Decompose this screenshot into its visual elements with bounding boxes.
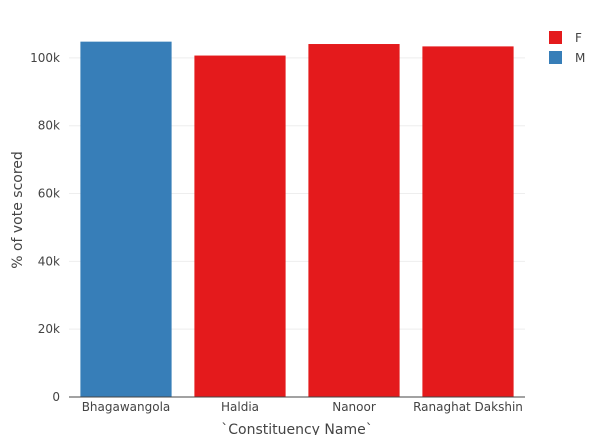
x-tick-labels: Bhagawangola Haldia Nanoor Ranaghat Dakshin xyxy=(82,400,523,414)
legend-item[interactable]: M xyxy=(549,51,585,65)
x-tick-label: Haldia xyxy=(221,400,259,414)
x-tick-label: Ranaghat Dakshin xyxy=(413,400,523,414)
x-axis-title: `Constituency Name` xyxy=(221,422,372,435)
y-tick-label: 20k xyxy=(38,322,60,336)
y-tick-labels: 0 20k 40k 60k 80k 100k xyxy=(30,51,60,404)
legend[interactable]: FM xyxy=(549,31,585,65)
y-tick-label: 80k xyxy=(38,119,60,133)
legend-item[interactable]: F xyxy=(549,31,582,45)
y-tick-label: 40k xyxy=(38,254,60,268)
y-tick-label: 60k xyxy=(38,187,60,201)
y-axis-title: % of vote scored xyxy=(10,151,26,269)
bar[interactable] xyxy=(80,41,172,397)
legend-swatch xyxy=(549,31,562,44)
bar[interactable] xyxy=(308,44,400,397)
y-tick-label: 0 xyxy=(52,390,60,404)
bar-layer xyxy=(80,41,514,398)
legend-swatch xyxy=(549,51,562,64)
x-tick-label: Bhagawangola xyxy=(82,400,171,414)
bar[interactable] xyxy=(194,55,286,398)
legend-label: M xyxy=(575,51,585,65)
x-tick-label: Nanoor xyxy=(332,400,376,414)
legend-label: F xyxy=(575,31,582,45)
y-tick-label: 100k xyxy=(30,51,60,65)
bar[interactable] xyxy=(422,46,514,398)
